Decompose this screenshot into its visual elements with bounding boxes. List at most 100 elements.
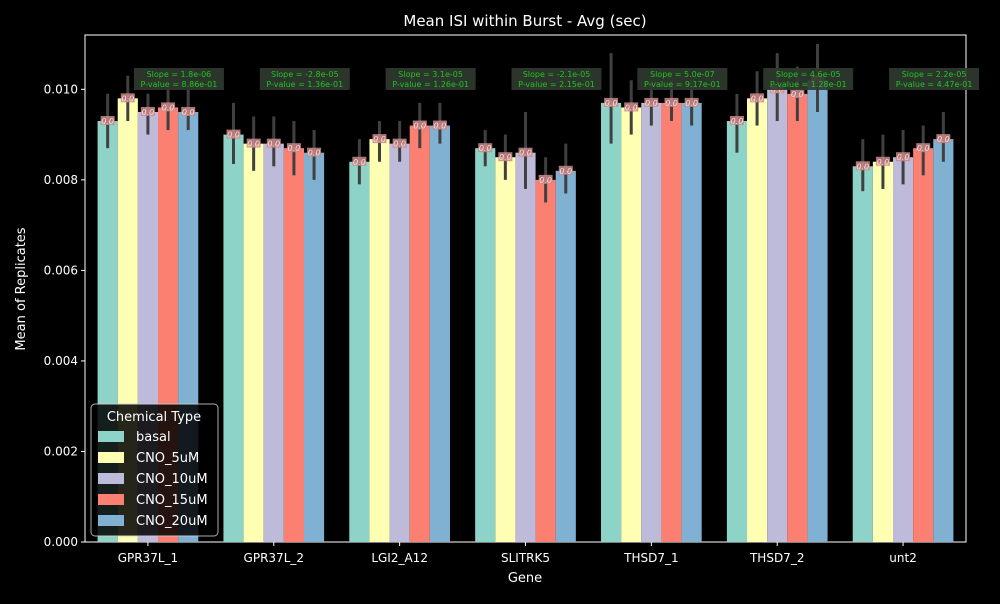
bar-value-label-bg	[644, 97, 659, 107]
legend-items: basal CNO_5uM CNO_10uM CNO_15uM CNO_20uM	[98, 430, 208, 529]
bar	[263, 143, 284, 542]
y-tick-label: 0.004	[44, 354, 78, 368]
bar-value-label-bg	[604, 97, 619, 107]
bar-value-label-bg	[120, 93, 135, 103]
legend-swatch	[98, 494, 124, 505]
legend-swatch	[98, 452, 124, 463]
bar	[807, 80, 828, 543]
bar-value-label-bg	[181, 106, 196, 116]
bar-value-label-bg	[226, 129, 241, 139]
legend: Chemical Type basal CNO_5uM CNO_10uM CNO_15…	[90, 403, 219, 537]
x-axis-label: Gene	[508, 571, 542, 586]
bar	[726, 121, 748, 543]
bar	[661, 102, 682, 542]
stats-annotation-pvalue: P-value = 8.86e-01	[141, 80, 218, 89]
stats-annotation-box	[511, 68, 602, 90]
legend-swatch	[98, 431, 124, 442]
bar-value-label-bg	[664, 97, 679, 107]
bar-value-label-bg	[518, 147, 533, 157]
x-tick-label: GPR37L_2	[244, 551, 304, 565]
stats-annotation-slope: Slope = 4.6e-05	[776, 70, 841, 79]
stats-annotation-box	[763, 68, 854, 90]
bar	[515, 152, 536, 543]
bar-value-label: 0.0	[877, 158, 890, 167]
bar-value-label-bg	[352, 156, 367, 166]
bar-value-label: 0.0	[519, 149, 532, 158]
bar-value-label-bg	[790, 88, 805, 98]
legend-swatch	[98, 473, 124, 484]
bar	[852, 166, 873, 542]
bar	[369, 139, 390, 542]
bar-value-label: 0.0	[353, 158, 366, 167]
legend-label: CNO_15uM	[136, 493, 208, 508]
x-tick-label: THSD7_2	[749, 551, 804, 565]
bar-value-label: 0.0	[101, 117, 114, 126]
bar-value-label-bg	[246, 138, 261, 148]
stats-annotation-pvalue: P-value = 1.36e-01	[266, 80, 343, 89]
stats-annotation-slope: Slope = 5.0e-07	[650, 70, 715, 79]
bar	[872, 161, 894, 542]
y-tick-label: 0.006	[44, 263, 78, 277]
x-tick-label: LGI2_A12	[371, 551, 428, 565]
y-tick-label: 0.008	[44, 173, 78, 187]
bar	[243, 143, 264, 542]
bar	[933, 139, 954, 542]
bar-value-label: 0.0	[308, 149, 321, 158]
bar-value-label: 0.0	[182, 108, 195, 117]
stats-annotation-slope: Slope = -2.1e-05	[523, 70, 591, 79]
bar	[621, 107, 642, 542]
bar	[747, 98, 768, 542]
bar	[495, 157, 516, 543]
stats-annotation-pvalue: P-value = 4.47e-01	[896, 80, 973, 89]
bar-value-label: 0.0	[121, 94, 134, 103]
bar-value-label-bg	[538, 174, 553, 184]
bar	[223, 134, 244, 542]
bar	[389, 143, 410, 542]
bar-value-label: 0.0	[917, 144, 930, 153]
x-tick-label: THSD7_1	[623, 551, 678, 565]
legend-label: CNO_20uM	[136, 514, 208, 529]
y-tick-label: 0.002	[44, 444, 78, 458]
bar	[913, 148, 934, 542]
bar-value-label-bg	[896, 152, 911, 162]
bar-value-label: 0.0	[539, 176, 552, 185]
bar-value-label-bg	[140, 106, 155, 116]
bar-value-label: 0.0	[731, 117, 744, 126]
bar	[283, 148, 304, 542]
bar-value-label-bg	[916, 143, 931, 153]
bar-value-label: 0.0	[393, 140, 406, 149]
bar-value-label: 0.0	[625, 103, 638, 112]
x-tick-label: GPR37L_1	[118, 551, 178, 565]
stats-annotation-box	[385, 68, 476, 90]
bar-value-label: 0.0	[791, 90, 804, 99]
bar-value-label: 0.0	[142, 108, 155, 117]
stats-annotation-pvalue: P-value = 9.17e-01	[644, 80, 721, 89]
bar-value-label: 0.0	[559, 167, 572, 176]
bar-value-label-bg	[729, 116, 744, 126]
bar-value-label: 0.0	[247, 140, 260, 149]
bar-value-label-bg	[161, 102, 176, 112]
bar	[641, 102, 662, 542]
bar-value-label-bg	[432, 120, 447, 130]
stats-annotation-pvalue: P-value = 1.26e-01	[392, 80, 469, 89]
bar-value-label-bg	[266, 138, 281, 148]
legend-title: Chemical Type	[107, 410, 201, 425]
bar-value-label: 0.0	[685, 99, 698, 108]
bar	[409, 125, 430, 543]
bar-value-label: 0.0	[856, 162, 869, 171]
bar-value-label: 0.0	[227, 131, 240, 140]
bar	[303, 152, 325, 543]
bar-value-label: 0.0	[267, 140, 280, 149]
stats-annotation-slope: Slope = 1.8e-06	[147, 70, 212, 79]
stats-annotation-slope: Slope = -2.8e-05	[271, 70, 339, 79]
bar-value-label-bg	[875, 156, 890, 166]
bar-value-label-bg	[855, 161, 870, 171]
y-tick-label: 0.000	[44, 535, 78, 549]
bar-value-label: 0.0	[937, 135, 950, 144]
bar-value-label-bg	[750, 93, 765, 103]
bar-value-label: 0.0	[645, 99, 658, 108]
bar-value-label-bg	[100, 116, 115, 126]
bar-value-label-bg	[372, 134, 387, 144]
bar	[349, 161, 370, 542]
